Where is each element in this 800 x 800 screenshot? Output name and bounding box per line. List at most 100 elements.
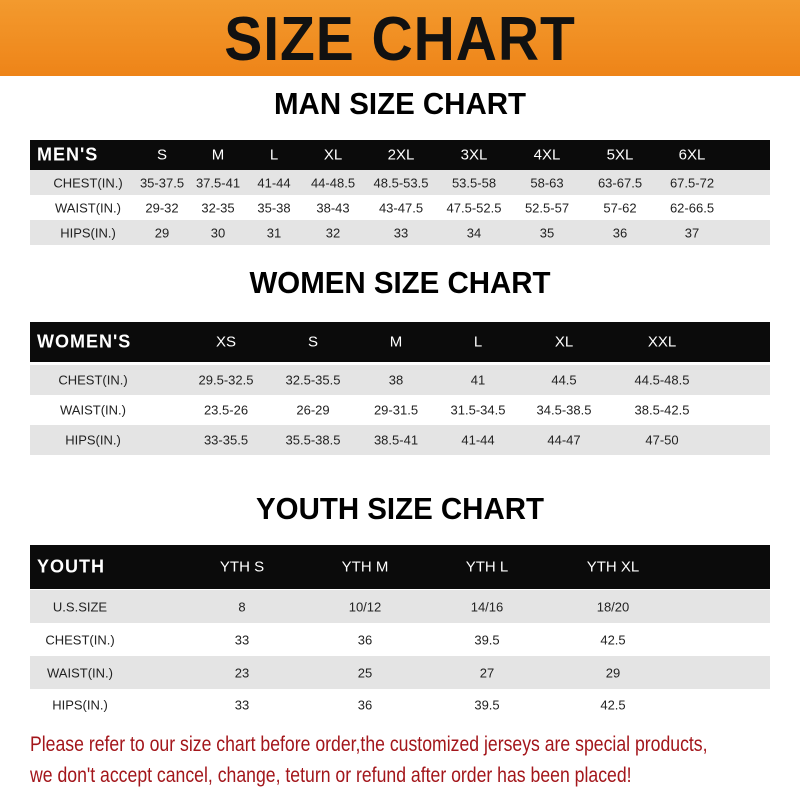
row-label: HIPS(IN.) [65,432,121,448]
size-header: L [473,333,483,351]
row-label: CHEST(IN.) [53,175,123,190]
size-header: S [156,146,168,164]
size-header: XS [215,333,237,351]
measurement-cell: 39.5 [474,632,500,647]
size-header: 2XL [387,146,415,164]
youth-header-label: YOUTH [37,556,105,577]
size-header: M [389,333,403,351]
measurement-cell: 32.5-35.5 [285,372,341,388]
size-header: S [307,333,319,351]
size-header: YTH L [465,558,509,576]
measurement-cell: 36 [357,632,373,647]
notice-line-2: we don't accept cancel, change, teturn o… [30,764,632,787]
measurement-cell: 38 [388,372,404,388]
table-row: CHEST(IN.) 35-37.5 37.5-41 41-44 44-48.5 48.5… [30,170,770,195]
row-label: HIPS(IN.) [60,225,116,240]
measurement-cell: 33 [234,697,250,713]
measurement-cell: 44.5-48.5 [634,372,690,388]
measurement-cell: 31.5-34.5 [450,402,506,418]
table-row: WAIST(IN.) 23 25 27 29 [30,656,770,689]
measurement-cell: 43-47.5 [378,200,424,215]
measurement-cell: 32-35 [201,200,235,215]
header-banner: SIZE CHART [0,0,800,76]
measurement-cell: 23 [234,665,250,680]
women-header-row: WOMEN'S XS S M L XL XXL [30,322,770,362]
measurement-cell: 8 [238,599,246,614]
size-header: XL [323,146,343,164]
measurement-cell: 44-48.5 [310,175,356,190]
measurement-cell: 33 [234,632,250,647]
measurement-cell: 42.5 [600,632,626,647]
table-row: WAIST(IN.) 29-32 32-35 35-38 38-43 43-47.5 47.… [30,195,770,220]
measurement-cell: 27 [479,665,495,680]
measurement-cell: 48.5-53.5 [373,175,429,190]
measurement-cell: 33 [393,225,409,240]
row-label: WAIST(IN.) [47,665,113,680]
measurement-cell: 41-44 [257,175,291,190]
size-header: XL [554,333,574,351]
measurement-cell: 34.5-38.5 [536,402,592,418]
size-header: YTH M [341,558,389,576]
measurement-cell: 63-67.5 [597,175,643,190]
table-row: HIPS(IN.) 33 36 39.5 42.5 [30,689,770,721]
measurement-cell: 44.5 [551,372,577,388]
measurement-cell: 34 [466,225,482,240]
measurement-cell: 29 [605,665,621,680]
measurement-cell: 38-43 [316,200,350,215]
row-label: WAIST(IN.) [60,402,126,418]
men-header-row: MEN'S S M L XL 2XL 3XL 4XL 5XL 6XL [30,140,770,170]
banner-title: SIZE CHART [224,5,576,74]
measurement-cell: 35.5-38.5 [285,432,341,448]
measurement-cell: 29-32 [145,200,179,215]
men-section-title: MAN SIZE CHART [274,86,526,121]
table-row: U.S.SIZE 8 10/12 14/16 18/20 [30,590,770,623]
measurement-cell: 47-50 [645,432,679,448]
youth-header-row: YOUTH YTH S YTH M YTH L YTH XL [30,545,770,589]
size-header: YTH XL [586,558,640,576]
measurement-cell: 67.5-72 [669,175,715,190]
measurement-cell: 18/20 [596,599,630,614]
measurement-cell: 41 [470,372,486,388]
size-header: YTH S [219,558,265,576]
measurement-cell: 42.5 [600,697,626,713]
measurement-cell: 38.5-42.5 [634,402,690,418]
measurement-cell: 30 [210,225,226,240]
measurement-cell: 62-66.5 [669,200,715,215]
row-label: U.S.SIZE [52,599,108,614]
measurement-cell: 25 [357,665,373,680]
row-label: CHEST(IN.) [45,632,115,647]
size-header: 6XL [678,146,706,164]
size-header: 5XL [606,146,634,164]
measurement-cell: 29-31.5 [373,402,419,418]
table-row: CHEST(IN.) 29.5-32.5 32.5-35.5 38 41 44.5 44.5… [30,365,770,395]
measurement-cell: 31 [266,225,282,240]
measurement-cell: 47.5-52.5 [446,200,502,215]
measurement-cell: 14/16 [470,599,504,614]
measurement-cell: 35-38 [257,200,291,215]
measurement-cell: 32 [325,225,341,240]
youth-section-title: YOUTH SIZE CHART [256,491,544,526]
measurement-cell: 29 [154,225,170,240]
measurement-cell: 29.5-32.5 [198,372,254,388]
measurement-cell: 36 [357,697,373,713]
size-header: M [211,146,225,164]
measurement-cell: 41-44 [461,432,495,448]
measurement-cell: 33-35.5 [203,432,249,448]
measurement-cell: 37.5-41 [195,175,241,190]
notice-line-1: Please refer to our size chart before or… [30,733,708,756]
table-row: CHEST(IN.) 33 36 39.5 42.5 [30,623,770,656]
measurement-cell: 53.5-58 [451,175,497,190]
measurement-cell: 38.5-41 [373,432,419,448]
table-row: HIPS(IN.) 33-35.5 35.5-38.5 38.5-41 41-44 44-… [30,425,770,455]
size-header: 4XL [533,146,561,164]
table-row: HIPS(IN.) 29 30 31 32 33 34 35 36 37 [30,220,770,245]
measurement-cell: 58-63 [530,175,564,190]
measurement-cell: 23.5-26 [203,402,249,418]
table-row: WAIST(IN.) 23.5-26 26-29 29-31.5 31.5-34.5 34… [30,395,770,425]
women-section-title: WOMEN SIZE CHART [249,265,551,300]
measurement-cell: 57-62 [603,200,637,215]
men-header-label: MEN'S [37,144,99,165]
size-header: 3XL [460,146,488,164]
women-header-label: WOMEN'S [37,331,132,352]
measurement-cell: 36 [612,225,628,240]
